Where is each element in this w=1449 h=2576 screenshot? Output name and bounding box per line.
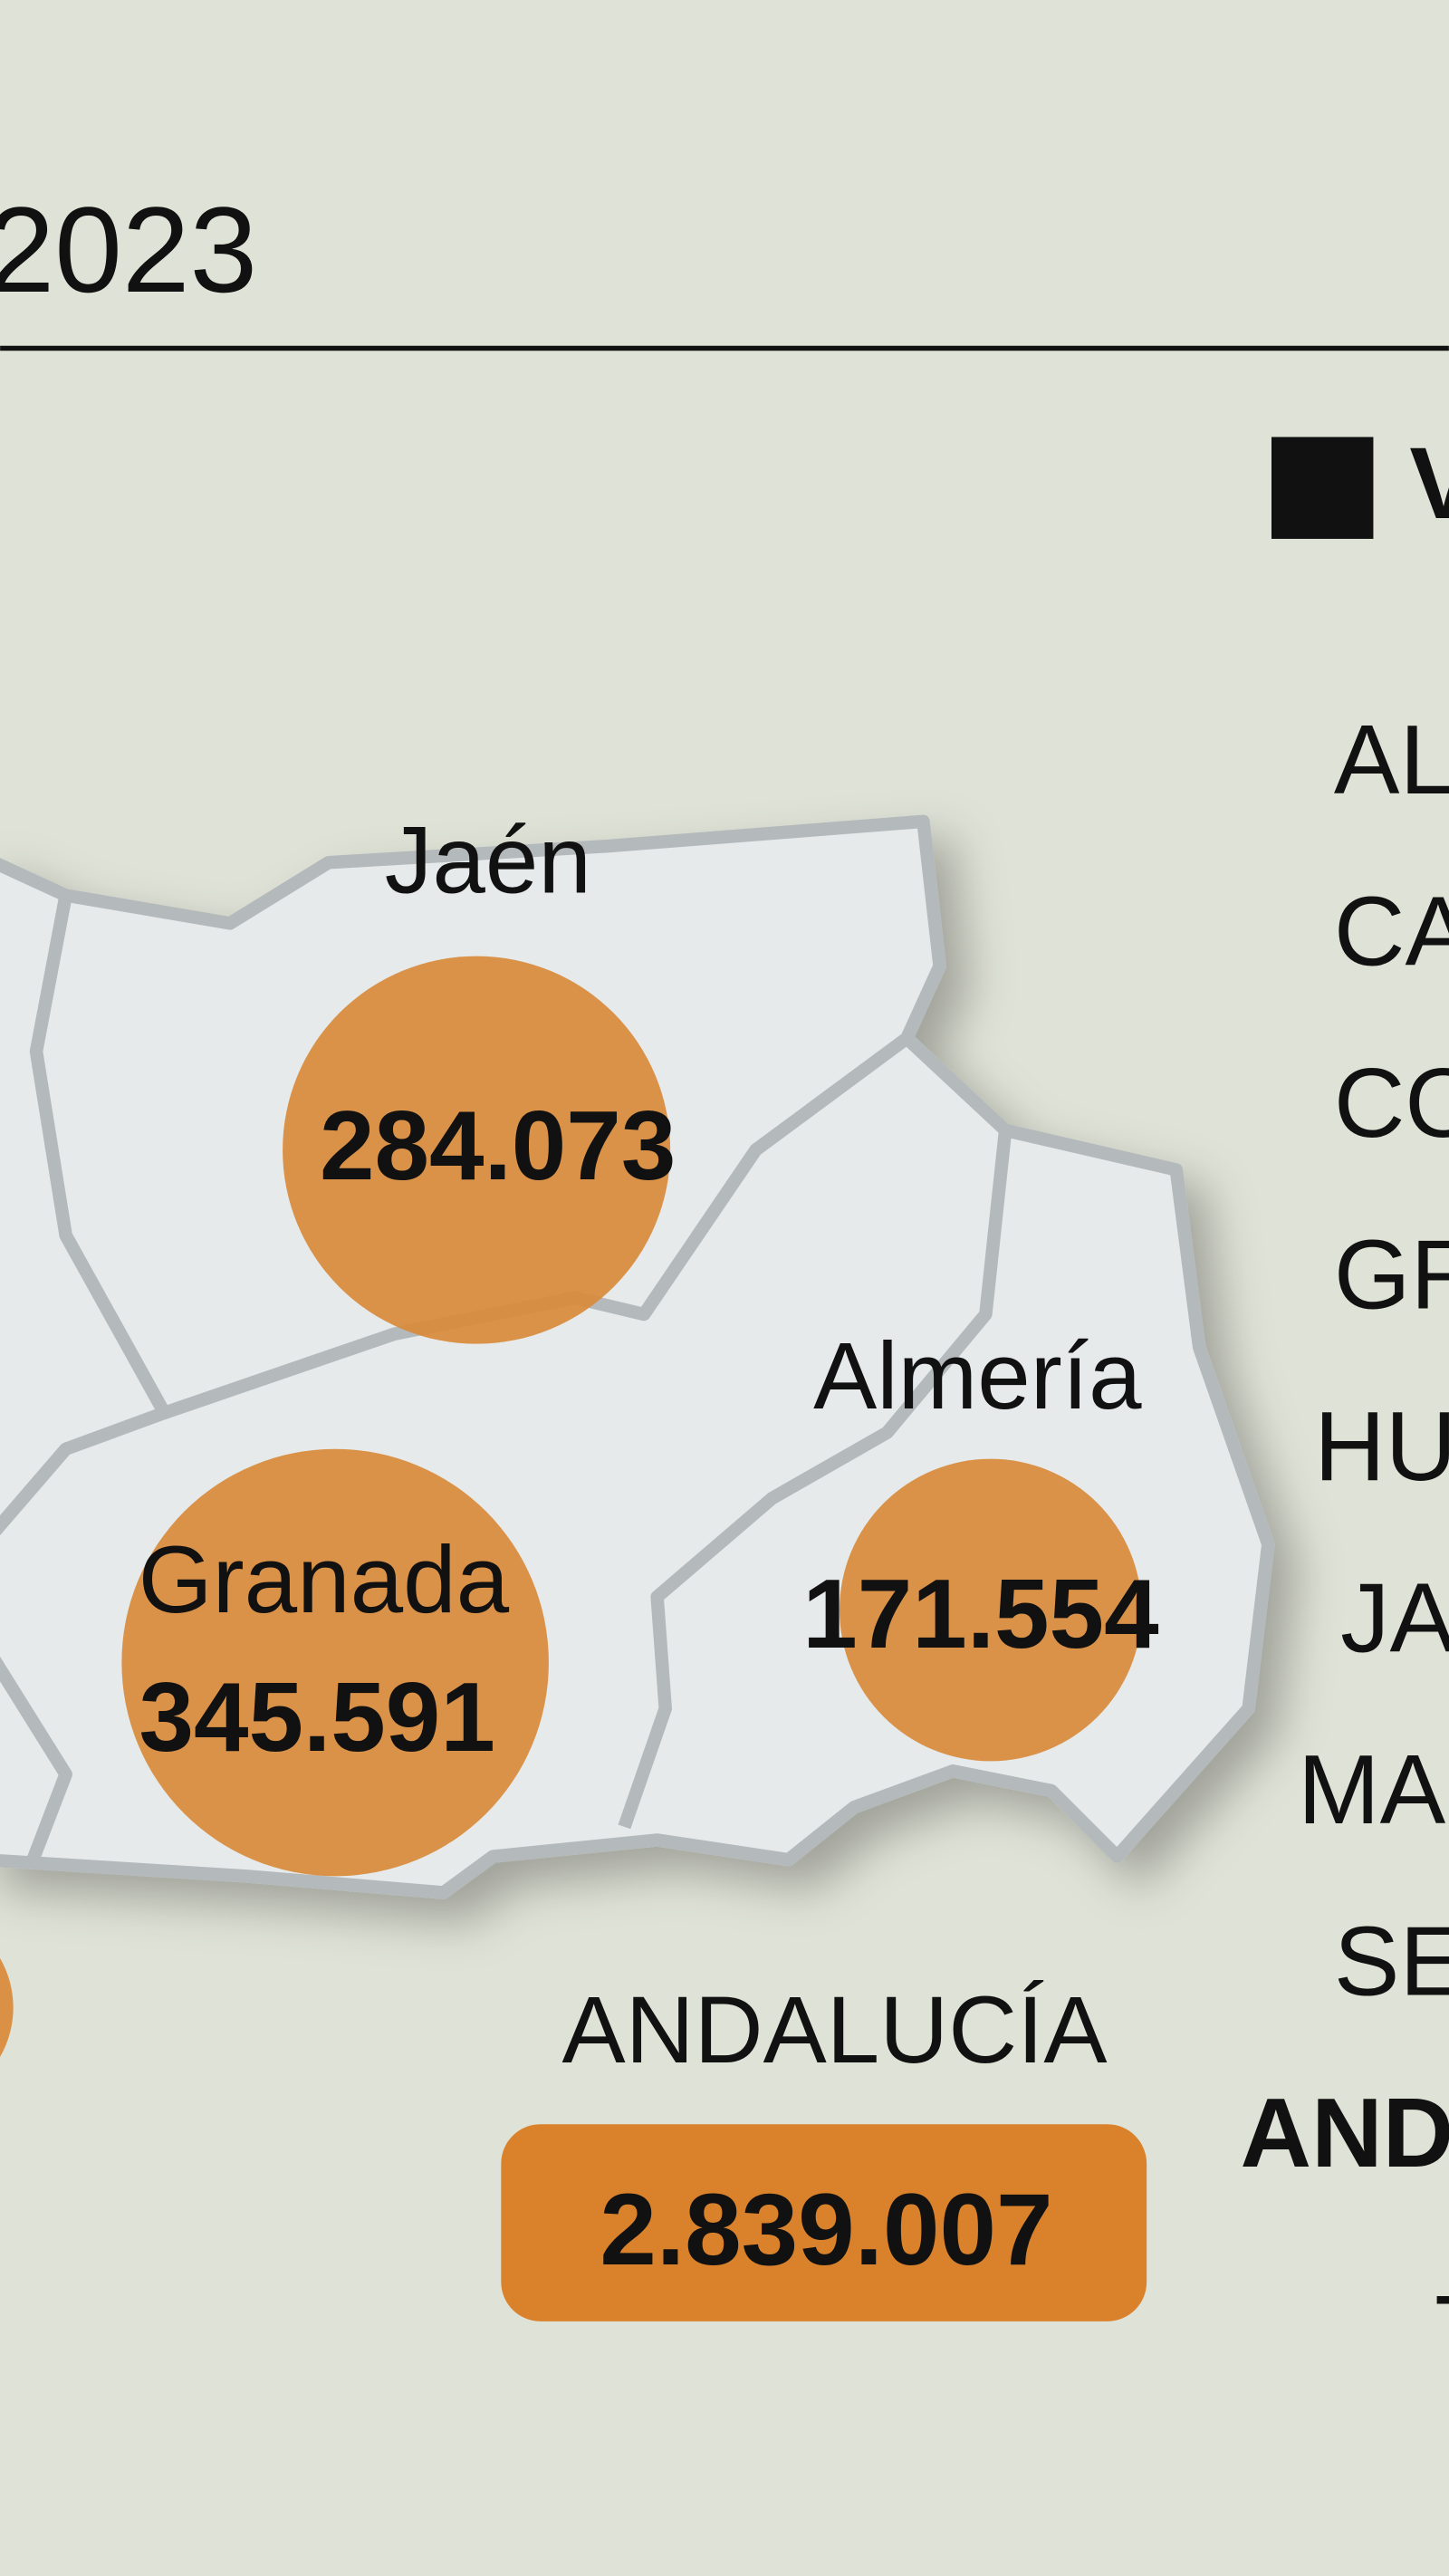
map (0, 814, 1275, 2057)
border (0, 1656, 72, 1862)
table-row-label: GR (1334, 1219, 1449, 1330)
total-name: ANDALUCÍA (561, 1977, 1107, 2083)
region-name: Almería (813, 1323, 1142, 1429)
table-row-label: CA (1334, 876, 1449, 986)
borders (0, 894, 1012, 1862)
region-value: 171.554 (802, 1559, 1158, 1669)
table-row-label: SE (1334, 1907, 1449, 2017)
legend-swatch (1271, 437, 1374, 539)
bubble (0, 1957, 14, 2057)
table-row-label: - (1433, 2237, 1449, 2348)
legend-label: V (1409, 426, 1449, 540)
table-row-label: HU (1314, 1391, 1449, 1502)
bubble (283, 956, 671, 1344)
total-value: 2.839.007 (600, 2172, 1052, 2286)
table-row-label: MA (1298, 1735, 1446, 1845)
region-value: 284.073 (320, 1091, 676, 1201)
border (0, 1407, 168, 1536)
bubble (121, 1448, 549, 1877)
region-value: 345.591 (139, 1662, 495, 1773)
region-name: Jaén (385, 807, 591, 913)
region-name: Granada (139, 1527, 510, 1633)
table-row-label: CO (1334, 1048, 1449, 1158)
title: 2023 (0, 183, 257, 318)
border (618, 1129, 1012, 1830)
table-row-label: JA (1340, 1562, 1449, 1673)
table: AL CA CO GR HU JA MA SE AND - (1241, 705, 1449, 2348)
table-row-label: AL (1334, 705, 1449, 815)
border (29, 894, 911, 1420)
table-row-label: AND (1241, 2078, 1449, 2188)
bubble (839, 1458, 1142, 1762)
total-box (501, 2124, 1147, 2321)
